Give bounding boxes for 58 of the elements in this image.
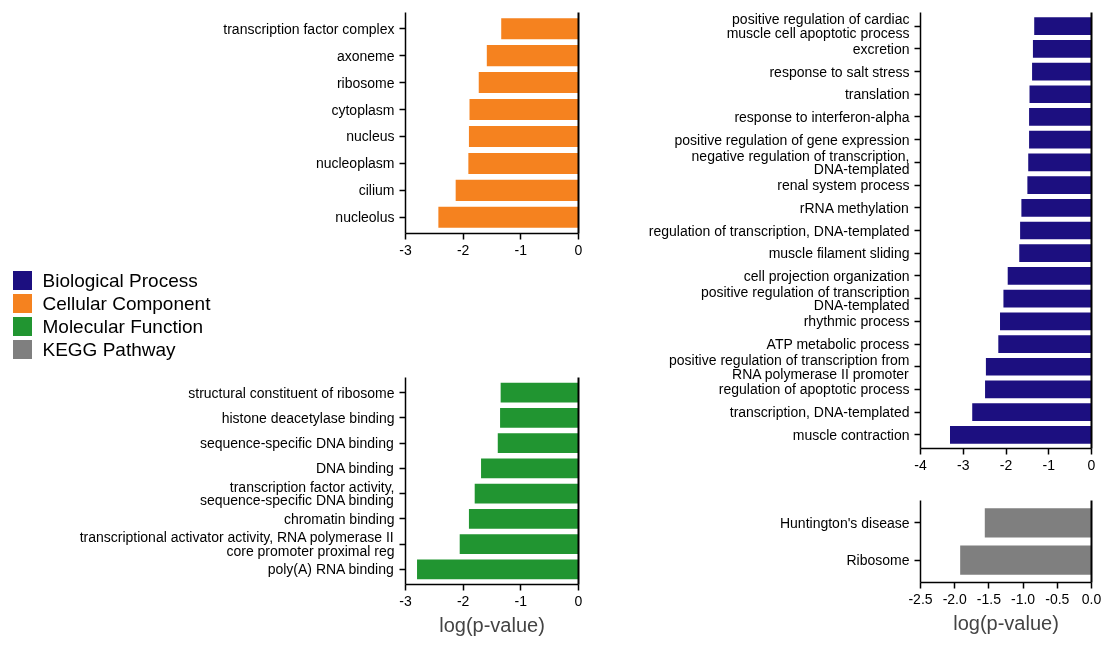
y-tick-label: poly(A) RNA binding — [267, 561, 394, 578]
y-tick-label: response to salt stress — [769, 63, 910, 80]
y-tick-label: nucleolus — [335, 209, 395, 226]
x-tick-label: -3 — [399, 241, 412, 258]
y-tick-label: muscle filament sliding — [768, 245, 910, 262]
y-tick-label: rhythmic process — [803, 313, 910, 330]
legend-label: Cellular Component — [42, 293, 212, 314]
y-tick-label: ATP metabolic process — [766, 336, 910, 353]
y-tick-label: renal system process — [777, 177, 910, 194]
y-tick-label: axoneme — [336, 47, 395, 64]
y-tick-label: nucleoplasm — [315, 155, 395, 172]
x-tick-label: -1 — [514, 241, 528, 258]
y-tick-label: cytoplasm — [331, 101, 395, 118]
legend-label: Biological Process — [42, 270, 198, 291]
x-axis-title: log(p-value) — [953, 611, 1059, 634]
x-tick-label: -2.5 — [908, 590, 933, 607]
y-tick-label: Huntington's disease — [779, 514, 910, 531]
x-tick-label: -3 — [399, 592, 412, 609]
y-tick-label: transcription factor complex — [223, 20, 395, 37]
y-tick-label: chromatin binding — [283, 510, 395, 527]
y-tick-label: regulation of transcription, DNA-templated — [648, 222, 910, 239]
x-tick-label: 0 — [574, 592, 583, 609]
y-tick-label: transcription, DNA-templated — [729, 404, 910, 421]
y-tick-label: histone deacetylase binding — [221, 409, 395, 426]
y-tick-label: excretion — [852, 40, 910, 57]
x-axis-title: log(p-value) — [439, 613, 545, 636]
y-tick-label: response to interferon-alpha — [734, 108, 910, 125]
y-tick-label: cilium — [358, 182, 395, 199]
x-tick-label: -0.5 — [1045, 590, 1070, 607]
x-tick-label: -1.5 — [976, 590, 1002, 607]
x-tick-label: -2.0 — [942, 590, 967, 607]
legend-label: KEGG Pathway — [42, 339, 177, 360]
x-tick-label: 0 — [574, 241, 583, 258]
y-tick-label: sequence-specific DNA binding — [199, 435, 394, 452]
x-tick-label: -2 — [999, 456, 1013, 473]
x-tick-label: 0.0 — [1081, 590, 1102, 607]
y-tick-label: positive regulation of gene expression — [674, 131, 910, 148]
x-tick-label: -2 — [456, 592, 470, 609]
y-tick-label: regulation of apoptotic process — [718, 381, 910, 398]
y-tick-label: cell projection organization — [743, 267, 910, 284]
y-tick-label: Ribosome — [846, 552, 910, 569]
x-tick-label: -3 — [957, 456, 970, 473]
x-tick-label: -2 — [456, 241, 470, 258]
y-tick-label: muscle contraction — [792, 426, 910, 443]
y-tick-label: nucleus — [346, 128, 395, 145]
y-tick-label: transcription factor activity, sequence-specific DNA binding — [199, 478, 395, 509]
x-tick-label: -1 — [514, 592, 528, 609]
x-tick-label: -4 — [914, 456, 927, 473]
y-tick-label: translation — [844, 86, 910, 103]
y-tick-label: structural constituent of ribosome — [188, 384, 395, 401]
y-tick-label: transcriptional activator activity, RNA polymerase II core promoter proximal reg — [79, 529, 395, 559]
y-tick-label: rRNA methylation — [799, 199, 909, 216]
y-tick-label: ribosome — [336, 74, 395, 91]
y-tick-label: DNA binding — [315, 460, 394, 477]
x-tick-label: -1.0 — [1011, 590, 1036, 607]
x-tick-label: -1 — [1042, 456, 1056, 473]
x-tick-label: 0 — [1087, 456, 1096, 473]
legend-label: Molecular Function — [42, 316, 204, 337]
